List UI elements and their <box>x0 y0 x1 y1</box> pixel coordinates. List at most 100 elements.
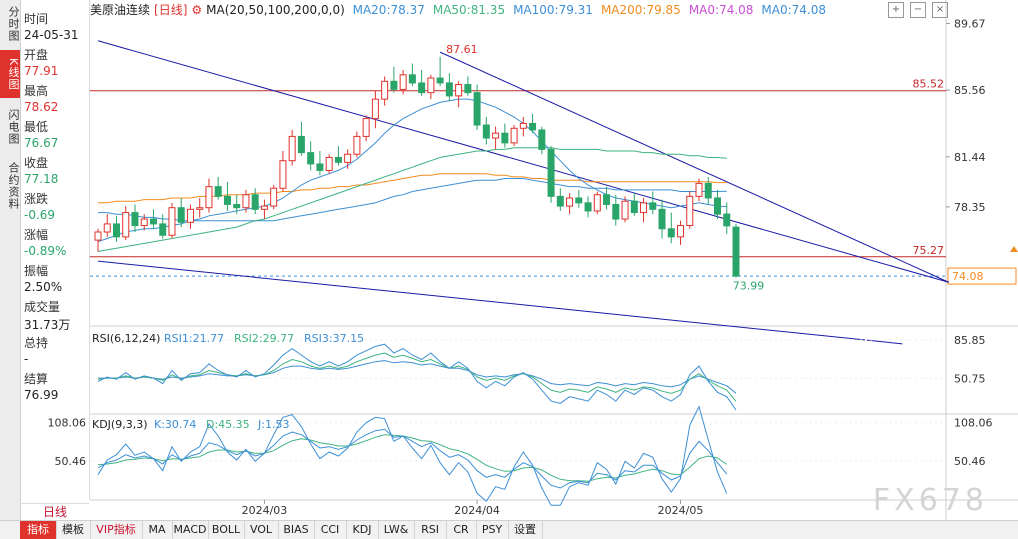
toolbar-tab-boll[interactable]: BOLL <box>208 521 245 539</box>
toolbar-tab-[interactable]: 设置 <box>508 521 543 539</box>
info-panel: 时间 24-05-31 开盘 77.91 最高 78.62 最低 76.67 收盘 77.18 涨跌… <box>21 0 90 500</box>
rsi-value: RSI2:29.77 <box>234 332 294 345</box>
toolbar-tab-vip[interactable]: VIP指标 <box>90 521 143 539</box>
candle-body <box>279 160 287 189</box>
candle-body <box>186 208 194 223</box>
toolbar-tab-cr[interactable]: CR <box>446 521 477 539</box>
toolbar-tab-kdj[interactable]: KDJ <box>346 521 379 539</box>
ma-value: MA0:74.08 <box>688 3 754 17</box>
info-value: 76.99 <box>24 388 59 402</box>
close-icon[interactable]: × <box>932 2 948 18</box>
candle-body <box>288 135 296 162</box>
candle-body <box>621 200 629 220</box>
toolbar-tab-macd[interactable]: MACD <box>172 521 209 539</box>
candle-body <box>408 74 416 84</box>
add-icon[interactable]: + <box>888 2 904 18</box>
trend-channel-line <box>97 40 949 283</box>
ma-label: MA(20,50,100,200,0,0) <box>206 3 345 17</box>
toolbar-tab-cci[interactable]: CCI <box>314 521 347 539</box>
nav-tab-timeshare[interactable]: 分时图 <box>7 6 20 42</box>
rsi-title: RSI(6,12,24) <box>92 332 160 345</box>
toolbar-tab-lw[interactable]: LW& <box>378 521 415 539</box>
candle-body <box>242 194 250 209</box>
rsi-tick-label: 50.75 <box>954 372 986 385</box>
candle-body <box>510 127 518 144</box>
toolbar-tab-vol[interactable]: VOL <box>244 521 279 539</box>
rsi1-line <box>97 343 737 411</box>
candle-body <box>464 84 472 94</box>
candle-body <box>658 208 666 230</box>
candle-body <box>482 124 490 139</box>
info-label: 总持 <box>24 336 49 350</box>
info-value: 76.67 <box>24 136 59 150</box>
info-label: 收盘 <box>24 156 49 170</box>
candle-body <box>584 202 592 212</box>
toolbar-tab-[interactable]: 模板 <box>56 521 91 539</box>
toolbar-tab-ma[interactable]: MA <box>142 521 173 539</box>
rsi2-line <box>97 352 737 402</box>
info-label: 时间 <box>24 12 49 26</box>
ma-value: MA20:78.37 <box>352 3 425 17</box>
price-arrow-icon <box>1010 246 1018 252</box>
level-label: 75.27 <box>913 244 945 257</box>
candle-body <box>270 187 278 207</box>
candle-body <box>640 202 648 214</box>
period-tag[interactable]: [日线] <box>154 3 188 17</box>
window-controls: + − × <box>882 2 948 18</box>
period-label[interactable]: 日线 <box>21 503 89 521</box>
kdj-value: K:30.74 <box>154 418 196 431</box>
candle-body <box>325 156 333 171</box>
candle-body <box>575 197 583 204</box>
ma20-line <box>97 98 727 243</box>
candle-body <box>667 228 675 238</box>
ma100-line <box>98 178 727 222</box>
rsi-tick-label: 85.85 <box>954 334 986 347</box>
toolbar-tab-rsi[interactable]: RSI <box>414 521 447 539</box>
price-annotation: 73.99 <box>733 280 765 293</box>
info-label: 振幅 <box>24 264 49 278</box>
nav-tab-contract[interactable]: 合约资料 <box>7 162 20 210</box>
candle-body <box>344 153 352 163</box>
candle-body <box>112 223 120 238</box>
candle-body <box>603 194 611 205</box>
candle-body <box>556 195 564 207</box>
candle-body <box>566 197 574 207</box>
candle-body <box>214 186 222 197</box>
info-value: 2.50% <box>24 280 63 294</box>
candle-body <box>538 129 546 150</box>
candle-body <box>122 212 130 238</box>
ma-value: MA0:74.08 <box>761 3 827 17</box>
ma-value: MA100:79.31 <box>513 3 593 17</box>
candle-body <box>686 195 694 227</box>
info-value: 78.62 <box>24 100 59 114</box>
candle-body <box>593 194 601 212</box>
settings-icon[interactable]: ⚙ <box>191 3 203 17</box>
candle-body <box>399 74 407 90</box>
info-label: 最低 <box>24 120 49 134</box>
info-value: 24-05-31 <box>24 28 79 42</box>
candle-body <box>103 223 111 233</box>
candle-body <box>704 182 712 199</box>
price-tick-label: 78.35 <box>954 201 986 214</box>
toolbar-tab-[interactable]: 指标 <box>20 521 57 539</box>
candle-body <box>695 182 703 197</box>
kdj-tick-label-left: 50.46 <box>55 455 87 468</box>
nav-tab-flash[interactable]: 闪电图 <box>7 109 20 145</box>
candle-body <box>630 200 638 214</box>
minimize-icon[interactable]: − <box>910 2 926 18</box>
x-tick-label: 2024/05 <box>658 504 704 517</box>
candle-body <box>177 207 185 223</box>
toolbar-tab-bias[interactable]: BIAS <box>278 521 315 539</box>
level-label: 85.52 <box>913 78 945 91</box>
candle-body <box>251 194 259 210</box>
ma-value: MA200:79.85 <box>600 3 681 17</box>
toolbar-tab-psy[interactable]: PSY <box>476 521 509 539</box>
info-value: 77.18 <box>24 172 59 186</box>
current-price-label: 74.08 <box>952 270 984 283</box>
rsi-value: RSI3:37.15 <box>304 332 364 345</box>
nav-tab-kline[interactable]: K线图 <box>0 50 20 98</box>
current-price-badge <box>947 267 1017 285</box>
candle-body <box>168 207 176 236</box>
candle-body <box>612 203 620 220</box>
ma200-line <box>98 173 727 204</box>
